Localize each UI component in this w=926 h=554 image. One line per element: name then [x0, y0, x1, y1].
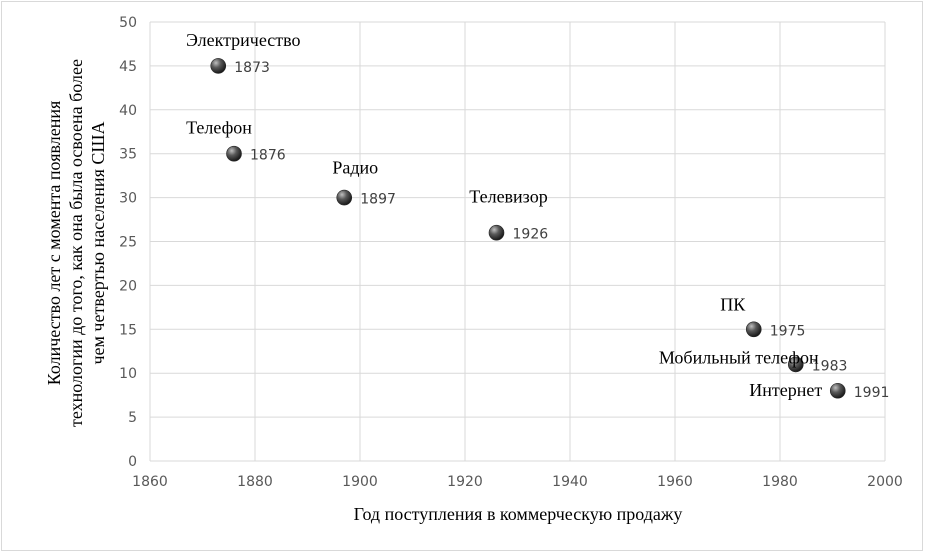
point-technology-label: Интернет: [749, 380, 822, 400]
y-axis-title-line-3: чем четвертью населения США: [88, 121, 108, 364]
point-technology-label: Радио: [332, 158, 378, 178]
data-point: [745, 321, 762, 338]
point-year-label: 1897: [360, 192, 396, 208]
y-tick-label: 15: [119, 322, 137, 338]
x-axis-title: Год поступления в коммерческую продажу: [354, 504, 683, 524]
y-tick-label: 40: [119, 103, 137, 119]
point-technology-label: Телевизор: [469, 187, 547, 207]
data-point: [336, 189, 353, 206]
data-point: [488, 224, 505, 241]
data-point: [829, 382, 846, 399]
y-tick-label: 50: [119, 15, 137, 31]
x-tick-label: 1920: [447, 474, 483, 490]
y-tick-label: 35: [119, 147, 137, 163]
x-tick-label: 1960: [657, 474, 693, 490]
data-point: [210, 58, 227, 74]
point-year-label: 1991: [854, 385, 890, 401]
y-axis-title-line-2: технологии до того, как она была освоена…: [66, 59, 86, 427]
point-year-label: 1873: [234, 60, 270, 76]
data-point: [226, 145, 242, 162]
y-tick-label: 25: [119, 235, 137, 251]
x-tick-label: 1900: [342, 474, 378, 490]
y-tick-label: 45: [119, 59, 137, 75]
point-technology-label: Мобильный телефон: [659, 347, 819, 367]
x-tick-label: 2000: [867, 474, 903, 490]
y-tick-label: 30: [119, 191, 137, 207]
point-year-label: 1876: [250, 148, 286, 164]
y-tick-label: 5: [128, 410, 137, 426]
y-tick-label: 20: [119, 278, 137, 294]
point-technology-label: Телефон: [186, 118, 252, 138]
x-tick-label: 1940: [552, 474, 588, 490]
point-technology-label: ПК: [720, 294, 746, 314]
point-year-label: 1983: [812, 358, 848, 374]
y-tick-label: 0: [128, 454, 137, 470]
data-point: [787, 356, 804, 373]
y-tick-label: 10: [119, 366, 137, 382]
x-tick-label: 1880: [237, 474, 273, 490]
point-technology-label: Электричество: [186, 30, 301, 50]
point-year-label: 1926: [513, 227, 549, 243]
x-tick-label: 1860: [132, 474, 168, 490]
y-axis-title-line-1: Количество лет с момента появления: [44, 101, 64, 386]
x-tick-label: 1980: [762, 474, 798, 490]
point-year-label: 1975: [770, 323, 806, 339]
